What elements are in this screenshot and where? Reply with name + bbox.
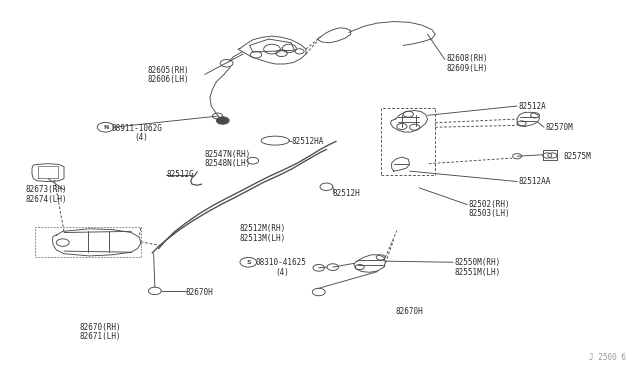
Text: 82673(RH): 82673(RH) (26, 185, 67, 194)
Circle shape (216, 117, 229, 124)
Text: 82606(LH): 82606(LH) (147, 76, 189, 84)
Text: N: N (103, 125, 108, 130)
Text: J 2500 6: J 2500 6 (589, 353, 626, 362)
Text: 82512A: 82512A (518, 102, 546, 110)
Text: 08310-41625: 08310-41625 (256, 258, 307, 267)
Text: 82512G: 82512G (166, 170, 194, 179)
Text: 82503(LH): 82503(LH) (468, 209, 510, 218)
Text: 82575M: 82575M (563, 152, 591, 161)
Text: 82551M(LH): 82551M(LH) (454, 268, 500, 277)
Text: 82670H: 82670H (396, 307, 423, 316)
Text: 82548N(LH): 82548N(LH) (205, 159, 251, 168)
Text: 82670(RH): 82670(RH) (80, 323, 122, 332)
Text: 82512HA: 82512HA (291, 137, 324, 146)
Text: 82547N(RH): 82547N(RH) (205, 150, 251, 159)
Text: 82550M(RH): 82550M(RH) (454, 258, 500, 267)
Text: (4): (4) (134, 133, 148, 142)
Text: S: S (246, 260, 251, 265)
Text: 82513M(LH): 82513M(LH) (240, 234, 286, 243)
Text: 82512H: 82512H (333, 189, 360, 198)
Text: 82570M: 82570M (545, 123, 573, 132)
Text: 82502(RH): 82502(RH) (468, 200, 510, 209)
Text: (4): (4) (275, 268, 289, 277)
Text: 82512AA: 82512AA (518, 177, 551, 186)
Text: 82608(RH): 82608(RH) (447, 54, 488, 63)
Text: 82674(LH): 82674(LH) (26, 195, 67, 203)
Text: 82609(LH): 82609(LH) (447, 64, 488, 73)
Text: 82670H: 82670H (186, 288, 213, 296)
Text: 82671(LH): 82671(LH) (80, 332, 122, 341)
Text: 82605(RH): 82605(RH) (147, 66, 189, 75)
Text: 08911-1062G: 08911-1062G (112, 124, 163, 133)
Text: 82512M(RH): 82512M(RH) (240, 224, 286, 233)
